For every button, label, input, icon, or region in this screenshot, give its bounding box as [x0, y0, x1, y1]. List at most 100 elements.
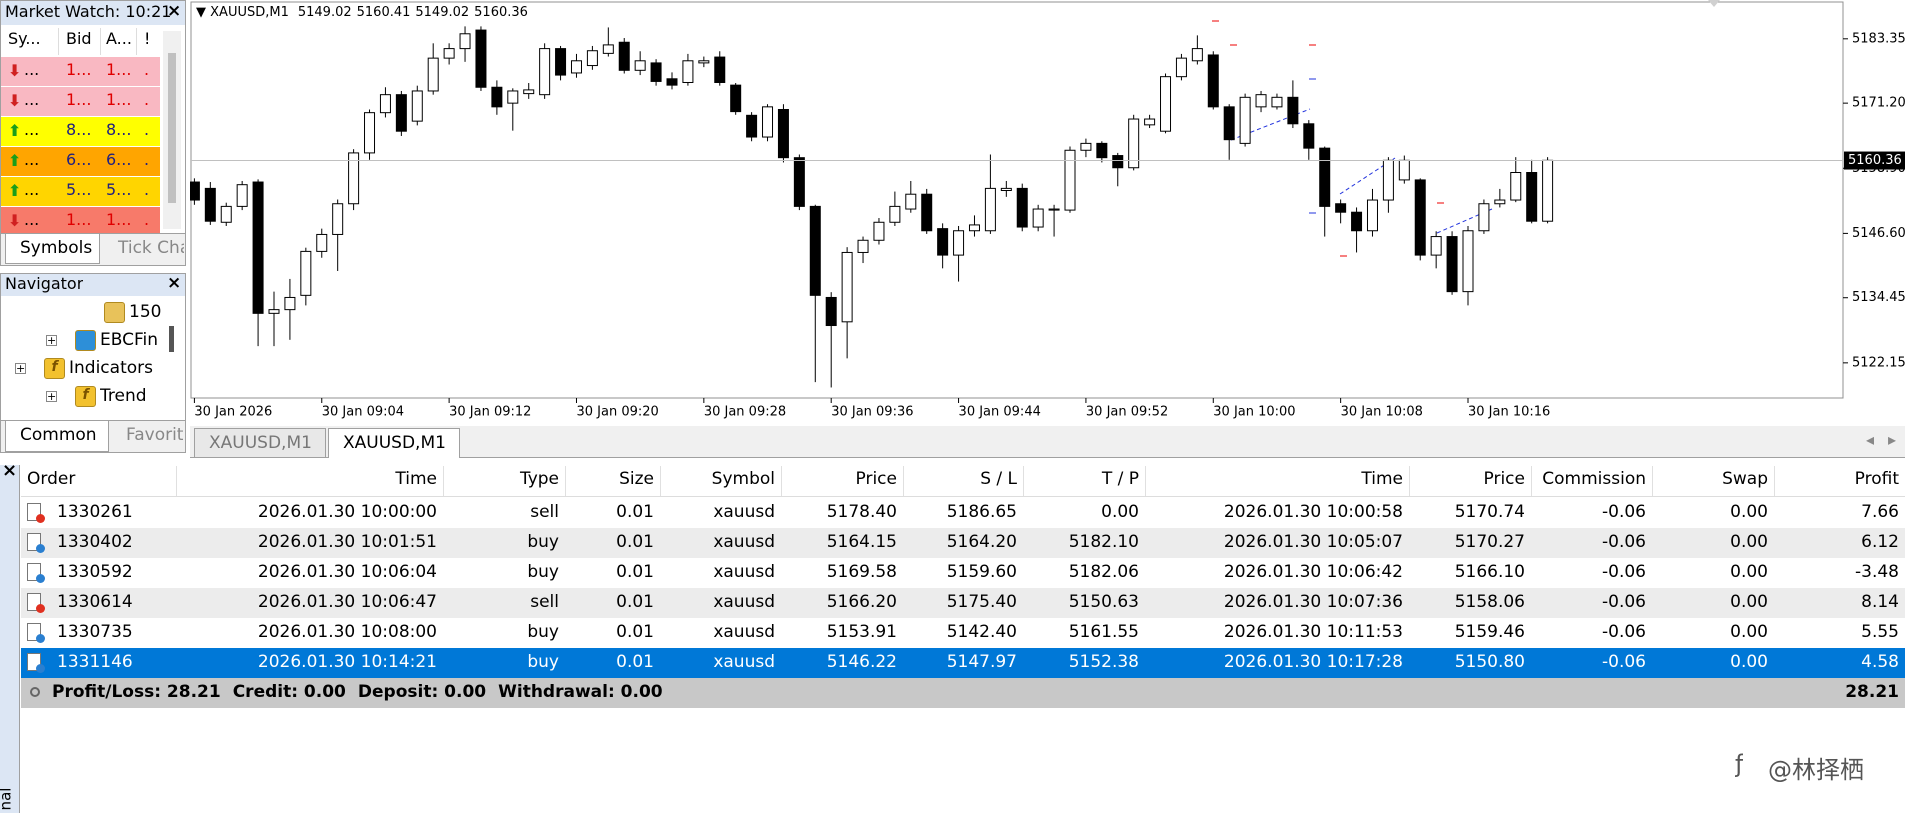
- x-tick-label: 30 Jan 09:44: [959, 405, 1041, 420]
- candle-body: [1366, 199, 1378, 232]
- scroll-thumb[interactable]: [169, 326, 174, 352]
- trade-cell: 5164.20: [946, 532, 1017, 552]
- y-tick-label: 5171.20: [1852, 96, 1905, 111]
- tree-item[interactable]: Indicators: [69, 358, 153, 378]
- chart-tab[interactable]: XAUUSD,M1: [328, 428, 460, 458]
- trade-row[interactable]: [21, 618, 1905, 648]
- tree-icon: f: [75, 386, 96, 407]
- quote-row: [1, 147, 160, 176]
- toolbox-close[interactable]: ×: [2, 460, 18, 481]
- column-header: !: [144, 29, 151, 48]
- tab[interactable]: Favorite: [126, 425, 184, 445]
- tab[interactable]: Tick Cha: [118, 238, 184, 258]
- trade-cell: 5178.40: [826, 502, 897, 522]
- trade-cell: xauusd: [713, 592, 775, 612]
- tab-scroll-left[interactable]: ◂: [1866, 430, 1875, 449]
- x-tick-label: 30 Jan 09:52: [1086, 405, 1168, 420]
- price-chart: 5183.355171.205158.905146.605134.455122.…: [190, 0, 1905, 420]
- close-button[interactable]: ×: [167, 1, 182, 21]
- candle-body: [252, 181, 264, 314]
- trade-cell: 2026.01.30 10:07:36: [1223, 592, 1403, 612]
- current-price-label: 5160.36: [1848, 153, 1902, 168]
- quote-cell: 1...: [66, 90, 92, 109]
- symbol-cell: ...: [24, 180, 40, 199]
- candle-body: [443, 48, 455, 59]
- trade-cell: 0.01: [616, 562, 654, 582]
- chart-symbol: XAUUSD,M1: [210, 5, 289, 20]
- quote-cell: 1...: [106, 60, 132, 79]
- trade-cell: 2026.01.30 10:01:51: [257, 532, 437, 552]
- column-divider: [443, 466, 444, 496]
- column-divider: [136, 28, 137, 55]
- tree-item[interactable]: EBCFina: [100, 330, 158, 350]
- trade-cell: 2026.01.30 10:00:00: [257, 502, 437, 522]
- scrollbar[interactable]: [163, 31, 181, 229]
- trade-cell: 5158.06: [1454, 592, 1525, 612]
- candle-body: [284, 296, 296, 311]
- candle-body: [1191, 48, 1203, 62]
- trade-cell: buy: [527, 532, 559, 552]
- column-divider: [1023, 466, 1024, 496]
- expand-box[interactable]: +: [46, 391, 57, 402]
- summary-item: Withdrawal: 0.00: [498, 682, 663, 702]
- candle-body: [1080, 142, 1092, 151]
- quote-cell: 1...: [66, 210, 92, 229]
- trade-cell: 2026.01.30 10:11:53: [1223, 622, 1403, 642]
- trade-cell: 0.00: [1730, 532, 1768, 552]
- trade-cell: xauusd: [713, 532, 775, 552]
- y-tick-label: 5183.35: [1852, 31, 1905, 46]
- trade-cell: 6.12: [1861, 532, 1899, 552]
- trade-row[interactable]: [21, 648, 1905, 678]
- candle-body: [1239, 96, 1251, 144]
- column-divider: [1409, 466, 1410, 496]
- trade-cell: -0.06: [1602, 532, 1646, 552]
- column-header: Order: [27, 469, 76, 489]
- close-button[interactable]: ×: [167, 273, 182, 293]
- candle-body: [746, 114, 758, 138]
- quote-cell: .: [144, 90, 150, 109]
- quote-row: [1, 117, 160, 146]
- ohlc-value: 5149.02: [297, 5, 352, 20]
- candle-body: [491, 86, 503, 108]
- tree-item[interactable]: 150: [129, 302, 162, 322]
- tab[interactable]: Common: [5, 421, 109, 452]
- symbol-cell: ...: [24, 120, 40, 139]
- candle-body: [459, 33, 471, 50]
- candle-body: [475, 29, 487, 88]
- trade-cell: 5159.60: [946, 562, 1017, 582]
- tree-item[interactable]: Trend: [100, 386, 147, 406]
- x-tick-label: 30 Jan 09:36: [831, 405, 913, 420]
- candle-body: [1207, 54, 1219, 108]
- scroll-marker: [1708, 0, 1720, 7]
- column-divider: [660, 466, 661, 496]
- trade-cell: 5169.58: [826, 562, 897, 582]
- chart-tab[interactable]: XAUUSD,M1: [194, 428, 326, 458]
- candle-body: [220, 205, 232, 223]
- trade-row[interactable]: [21, 588, 1905, 618]
- candle-body: [1446, 236, 1458, 293]
- trend-arrow: ⬇: [8, 61, 22, 80]
- tab-scroll-right[interactable]: ▸: [1888, 430, 1897, 449]
- candle-body: [618, 41, 630, 71]
- scroll-thumb[interactable]: [168, 53, 176, 203]
- candle-body: [268, 309, 280, 314]
- column-header: Profit: [1854, 469, 1899, 489]
- candle-body: [984, 187, 996, 232]
- x-tick-label: 30 Jan 10:16: [1468, 405, 1550, 420]
- table-header: [21, 466, 1905, 497]
- candle-body: [1462, 230, 1474, 293]
- trade-cell: 1330592: [57, 562, 133, 582]
- quote-cell: 5...: [106, 180, 132, 199]
- candle-body: [1112, 155, 1124, 169]
- trade-cell: 2026.01.30 10:05:07: [1223, 532, 1403, 552]
- tab[interactable]: Symbols: [5, 234, 100, 264]
- tree-icon: f: [44, 358, 65, 379]
- trade-row[interactable]: [21, 558, 1905, 588]
- trade-row[interactable]: [21, 528, 1905, 558]
- expand-box[interactable]: +: [15, 363, 26, 374]
- candle-body: [300, 250, 312, 296]
- expand-box[interactable]: +: [46, 335, 57, 346]
- candle-body: [1032, 208, 1044, 228]
- tree-icon: [75, 330, 96, 351]
- trade-row[interactable]: [21, 498, 1905, 528]
